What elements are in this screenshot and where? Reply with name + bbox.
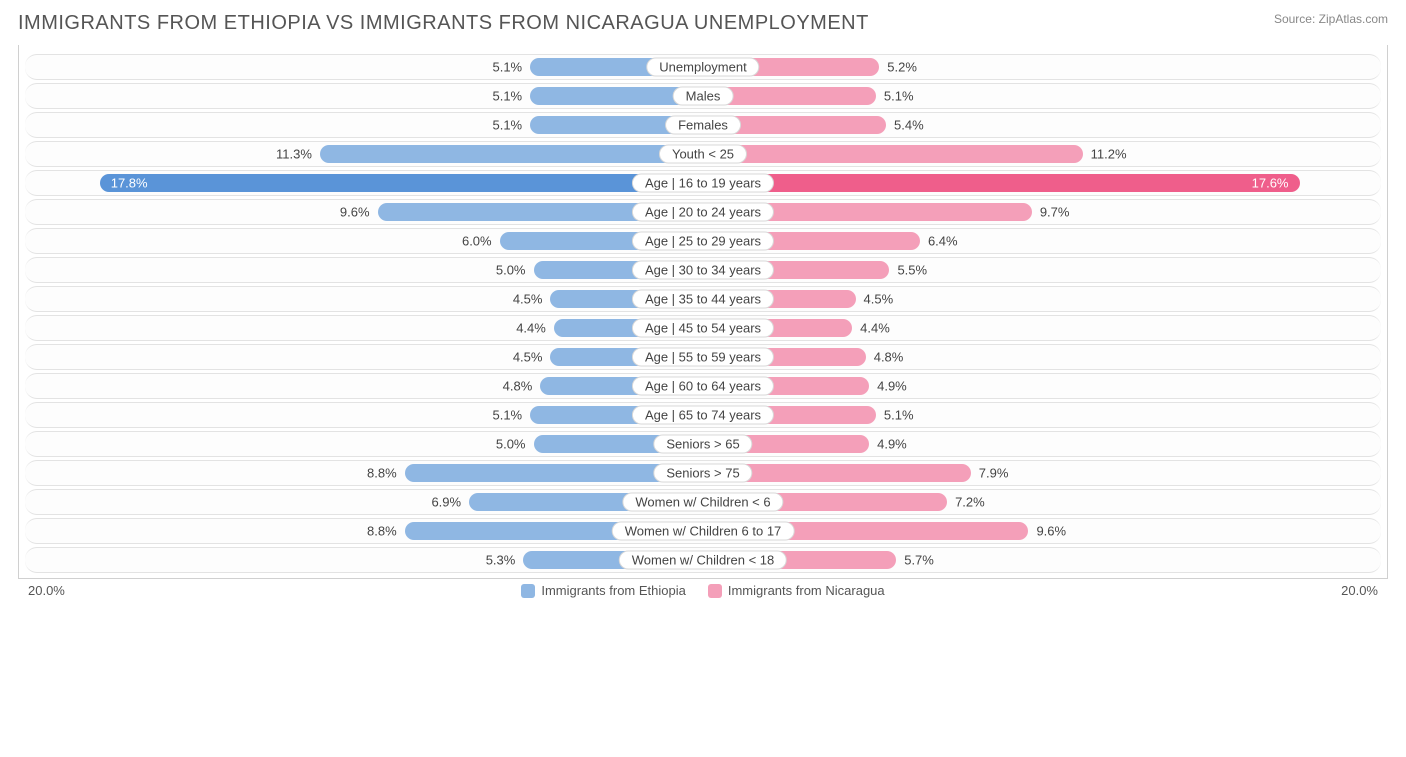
chart-row: 6.0% 6.4% Age | 25 to 29 years: [25, 228, 1381, 254]
value-label-right: 5.1%: [884, 408, 914, 423]
value-label-left: 5.0%: [496, 437, 526, 452]
value-label-right: 11.2%: [1091, 147, 1127, 162]
value-label-left: 4.5%: [513, 292, 543, 307]
value-label-right: 9.6%: [1036, 524, 1066, 539]
value-label-right: 5.1%: [884, 89, 914, 104]
value-label-right: 17.6%: [1252, 176, 1289, 191]
chart-row: 5.1% 5.1% Males: [25, 83, 1381, 109]
axis-max-left: 20.0%: [28, 583, 65, 598]
value-label-right: 4.5%: [864, 292, 894, 307]
value-label-left: 5.1%: [492, 60, 522, 75]
source-attribution: Source: ZipAtlas.com: [1274, 12, 1388, 26]
chart-title: IMMIGRANTS FROM ETHIOPIA VS IMMIGRANTS F…: [18, 12, 869, 35]
value-label-left: 11.3%: [276, 147, 312, 162]
chart-row: 4.4% 4.4% Age | 45 to 54 years: [25, 315, 1381, 341]
category-pill: Age | 25 to 29 years: [632, 232, 774, 251]
bar-right: [703, 145, 1083, 163]
bar-left: [100, 174, 703, 192]
legend-label-right: Immigrants from Nicaragua: [728, 583, 885, 598]
value-label-right: 5.2%: [887, 60, 917, 75]
value-label-left: 5.1%: [492, 118, 522, 133]
value-label-right: 4.4%: [860, 321, 890, 336]
value-label-left: 8.8%: [367, 466, 397, 481]
category-pill: Age | 20 to 24 years: [632, 203, 774, 222]
value-label-left: 6.0%: [462, 234, 492, 249]
category-pill: Youth < 25: [659, 145, 747, 164]
category-pill: Women w/ Children < 18: [619, 551, 787, 570]
value-label-right: 5.7%: [904, 553, 934, 568]
axis-max-right: 20.0%: [1341, 583, 1378, 598]
legend-item-right: Immigrants from Nicaragua: [708, 583, 885, 598]
category-pill: Age | 35 to 44 years: [632, 290, 774, 309]
value-label-right: 4.8%: [874, 350, 904, 365]
value-label-right: 7.2%: [955, 495, 985, 510]
chart-row: 4.5% 4.8% Age | 55 to 59 years: [25, 344, 1381, 370]
chart-row: 8.8% 7.9% Seniors > 75: [25, 460, 1381, 486]
chart-row: 5.1% 5.4% Females: [25, 112, 1381, 138]
value-label-left: 17.8%: [111, 176, 148, 191]
value-label-left: 9.6%: [340, 205, 370, 220]
category-pill: Age | 55 to 59 years: [632, 348, 774, 367]
value-label-right: 7.9%: [979, 466, 1009, 481]
legend-label-left: Immigrants from Ethiopia: [541, 583, 686, 598]
category-pill: Unemployment: [646, 58, 759, 77]
bar-left: [320, 145, 703, 163]
category-pill: Age | 65 to 74 years: [632, 406, 774, 425]
header: IMMIGRANTS FROM ETHIOPIA VS IMMIGRANTS F…: [18, 12, 1388, 35]
footer: 20.0% Immigrants from Ethiopia Immigrant…: [18, 579, 1388, 598]
category-pill: Age | 60 to 64 years: [632, 377, 774, 396]
category-pill: Women w/ Children < 6: [622, 493, 783, 512]
value-label-left: 5.1%: [492, 408, 522, 423]
category-pill: Females: [665, 116, 741, 135]
chart-row: 9.6% 9.7% Age | 20 to 24 years: [25, 199, 1381, 225]
category-pill: Seniors > 65: [653, 435, 752, 454]
value-label-left: 8.8%: [367, 524, 397, 539]
chart-row: 5.1% 5.2% Unemployment: [25, 54, 1381, 80]
category-pill: Seniors > 75: [653, 464, 752, 483]
chart-row: 4.5% 4.5% Age | 35 to 44 years: [25, 286, 1381, 312]
value-label-right: 9.7%: [1040, 205, 1070, 220]
value-label-left: 4.8%: [503, 379, 533, 394]
chart-row: 5.3% 5.7% Women w/ Children < 18: [25, 547, 1381, 573]
category-pill: Age | 30 to 34 years: [632, 261, 774, 280]
legend-swatch-right: [708, 584, 722, 598]
bar-right: [703, 174, 1300, 192]
chart-row: 4.8% 4.9% Age | 60 to 64 years: [25, 373, 1381, 399]
value-label-right: 4.9%: [877, 437, 907, 452]
chart-row: 11.3% 11.2% Youth < 25: [25, 141, 1381, 167]
chart-row: 8.8% 9.6% Women w/ Children 6 to 17: [25, 518, 1381, 544]
value-label-left: 6.9%: [431, 495, 461, 510]
value-label-left: 4.4%: [516, 321, 546, 336]
value-label-left: 5.1%: [492, 89, 522, 104]
value-label-right: 5.4%: [894, 118, 924, 133]
category-pill: Age | 45 to 54 years: [632, 319, 774, 338]
chart-row: 5.0% 5.5% Age | 30 to 34 years: [25, 257, 1381, 283]
legend: Immigrants from Ethiopia Immigrants from…: [521, 583, 884, 598]
category-pill: Women w/ Children 6 to 17: [612, 522, 795, 541]
chart-row: 5.1% 5.1% Age | 65 to 74 years: [25, 402, 1381, 428]
category-pill: Age | 16 to 19 years: [632, 174, 774, 193]
value-label-right: 6.4%: [928, 234, 958, 249]
legend-item-left: Immigrants from Ethiopia: [521, 583, 686, 598]
category-pill: Males: [673, 87, 734, 106]
value-label-left: 5.0%: [496, 263, 526, 278]
chart-area: 5.1% 5.2% Unemployment 5.1% 5.1% Males 5.1% 5.4…: [18, 45, 1388, 579]
value-label-right: 4.9%: [877, 379, 907, 394]
legend-swatch-left: [521, 584, 535, 598]
value-label-left: 5.3%: [486, 553, 516, 568]
chart-row: 17.8% 17.6% Age | 16 to 19 years: [25, 170, 1381, 196]
value-label-right: 5.5%: [897, 263, 927, 278]
chart-row: 5.0% 4.9% Seniors > 65: [25, 431, 1381, 457]
value-label-left: 4.5%: [513, 350, 543, 365]
chart-row: 6.9% 7.2% Women w/ Children < 6: [25, 489, 1381, 515]
